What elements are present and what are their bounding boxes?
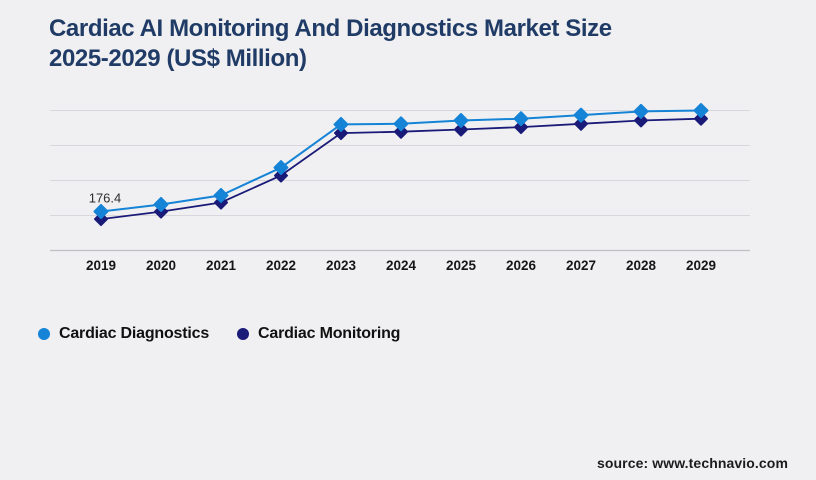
x-axis-label: 2026 (506, 258, 537, 273)
data-point-marker-cardiac-monitoring (514, 120, 528, 135)
legend-marker-icon (38, 328, 50, 340)
chart-title-line-1: Cardiac AI Monitoring And Diagnostics Ma… (49, 15, 612, 42)
x-axis-label: 2029 (686, 258, 716, 273)
data-point-marker-cardiac-monitoring (634, 113, 648, 128)
data-point-marker-cardiac-diagnostics (453, 112, 469, 128)
data-point-marker-cardiac-diagnostics (93, 203, 109, 219)
x-axis-label: 2020 (146, 258, 176, 273)
data-point-marker-cardiac-diagnostics (213, 187, 229, 203)
x-axis-label: 2023 (326, 258, 357, 273)
data-point-marker-cardiac-diagnostics (513, 111, 529, 127)
legend-label: Cardiac Diagnostics (59, 325, 210, 342)
x-axis-label: 2024 (386, 258, 417, 273)
data-point-marker-cardiac-monitoring (394, 124, 408, 139)
market-size-line-chart: 2019 2020 2021 2022 2023 2024 2025 2026 2027 2028… (50, 103, 750, 273)
legend-item-cardiac-diagnostics: Cardiac Diagnostics (38, 325, 209, 343)
legend-label: Cardiac Monitoring (258, 325, 401, 342)
chart-legend: Cardiac Diagnostics Cardiac Monitoring (38, 325, 400, 343)
data-point-marker-cardiac-diagnostics (573, 107, 589, 123)
data-point-marker-cardiac-diagnostics (693, 103, 709, 118)
x-axis-label: 2025 (446, 258, 477, 273)
source-attribution: source: www.technavio.com (596, 455, 788, 471)
data-point-marker-cardiac-monitoring (274, 168, 288, 183)
data-point-marker-cardiac-monitoring (334, 126, 348, 141)
x-axis-label: 2027 (566, 258, 596, 273)
data-point-marker-cardiac-monitoring (454, 122, 468, 137)
x-axis-label: 2019 (86, 258, 116, 273)
data-point-marker-cardiac-diagnostics (153, 196, 169, 212)
data-point-marker-cardiac-monitoring (694, 111, 708, 126)
data-point-marker-cardiac-diagnostics (273, 160, 289, 176)
data-point-value-label: 176.4 (89, 190, 122, 205)
data-point-marker-cardiac-diagnostics (633, 103, 649, 119)
x-axis-label: 2022 (266, 258, 296, 273)
legend-item-cardiac-monitoring: Cardiac Monitoring (237, 325, 400, 343)
data-point-marker-cardiac-diagnostics (393, 116, 409, 132)
x-axis-label: 2021 (206, 258, 237, 273)
chart-title: Cardiac AI Monitoring And Diagnostics Ma… (49, 14, 729, 74)
data-point-marker-cardiac-monitoring (574, 116, 588, 131)
data-point-marker-cardiac-diagnostics (333, 116, 349, 132)
legend-marker-icon (237, 328, 250, 340)
x-axis-label: 2028 (626, 258, 657, 273)
chart-title-line-2: 2025-2029 (US$ Million) (49, 45, 307, 72)
